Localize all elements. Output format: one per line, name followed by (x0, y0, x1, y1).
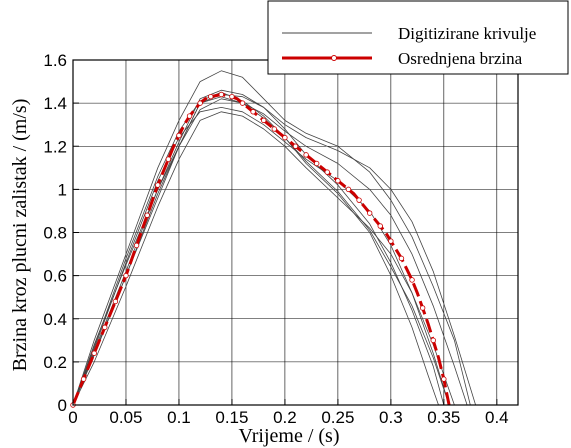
x-tick-label: 0.25 (321, 408, 354, 427)
x-tick-label: 0.05 (109, 408, 142, 427)
y-tick-label: 1.6 (43, 51, 67, 70)
legend-box (267, 0, 569, 75)
average-velocity-point (176, 132, 182, 139)
average-velocity-point (345, 186, 352, 193)
average-velocity-point (229, 93, 235, 100)
average-velocity-point (419, 305, 426, 311)
digitized-curve-6 (72, 111, 455, 406)
average-velocity-point (102, 324, 108, 331)
legend: Digitizirane krivulje Osrednjena brzina (267, 0, 569, 75)
average-velocity-point (366, 210, 373, 216)
average-velocity-point (155, 182, 161, 188)
y-tick-label: 0.2 (43, 353, 67, 372)
x-tick-label: 0.1 (167, 408, 191, 427)
y-tick-label: 0.4 (43, 310, 67, 329)
y-tick-label: 0.6 (43, 267, 67, 286)
digitized-curve-7 (72, 91, 450, 406)
x-tick-label: 0.15 (215, 408, 248, 427)
digitized-curve-8 (72, 98, 468, 406)
y-tick-label: 1.4 (43, 94, 67, 113)
average-velocity-point (398, 255, 405, 262)
digitized-curve-5 (72, 107, 450, 406)
average-velocity-point (303, 152, 309, 158)
legend-label-average: Osrednjena brzina (398, 49, 523, 68)
y-tick-label: 1 (58, 180, 67, 199)
average-velocity-point (197, 100, 203, 106)
average-velocity-point (165, 156, 172, 162)
x-tick-label: 0.2 (273, 408, 297, 427)
x-axis-title: Vrijeme / (s) (239, 425, 340, 447)
average-velocity-point (313, 160, 320, 167)
average-velocity-point (133, 242, 140, 249)
average-velocity-point (186, 113, 193, 119)
y-tick-label: 0.8 (43, 224, 67, 243)
legend-label-digitized: Digitizirane krivulje (398, 24, 536, 43)
average-velocity-point (250, 109, 256, 115)
average-velocity-point (409, 277, 415, 283)
average-velocity-point (123, 272, 129, 279)
digitized-curve-1 (72, 70, 471, 406)
average-velocity-point (282, 134, 288, 141)
ticks: 0 0.05 0.1 0.15 0.2 0.25 0.3 0.35 0.4 0 0.2 0.4 0.6 0… (43, 51, 508, 427)
average-velocity-line (71, 93, 451, 406)
average-velocity-point (388, 238, 394, 244)
series-layer (70, 70, 476, 408)
average-velocity-point (377, 223, 383, 229)
average-velocity-point (261, 117, 267, 124)
average-velocity-point (91, 350, 97, 356)
y-axis-title: Brzina kroz plucni zalistak / (m/s) (9, 99, 31, 372)
average-velocity-point (271, 126, 278, 132)
average-velocity-point (356, 197, 362, 203)
x-tick-label: 0.3 (379, 408, 403, 427)
average-velocity-point (208, 93, 214, 100)
average-velocity-point (324, 169, 330, 175)
x-tick-label: 0.35 (427, 408, 460, 427)
average-velocity-point (112, 298, 119, 305)
average-velocity-point (335, 178, 341, 184)
y-tick-label: 0 (58, 396, 67, 415)
x-tick-label: 0.4 (485, 408, 509, 427)
average-velocity-point (218, 91, 225, 98)
legend-average-marker (331, 55, 337, 61)
y-tick-label: 1.2 (43, 137, 67, 156)
average-velocity-point (239, 100, 246, 106)
x-tick-label: 0 (68, 408, 77, 427)
average-velocity-point (144, 212, 150, 218)
average-velocity-point (430, 337, 436, 344)
average-velocity-point (80, 376, 87, 382)
average-velocity-point (441, 376, 447, 382)
average-velocity-point (292, 143, 299, 149)
